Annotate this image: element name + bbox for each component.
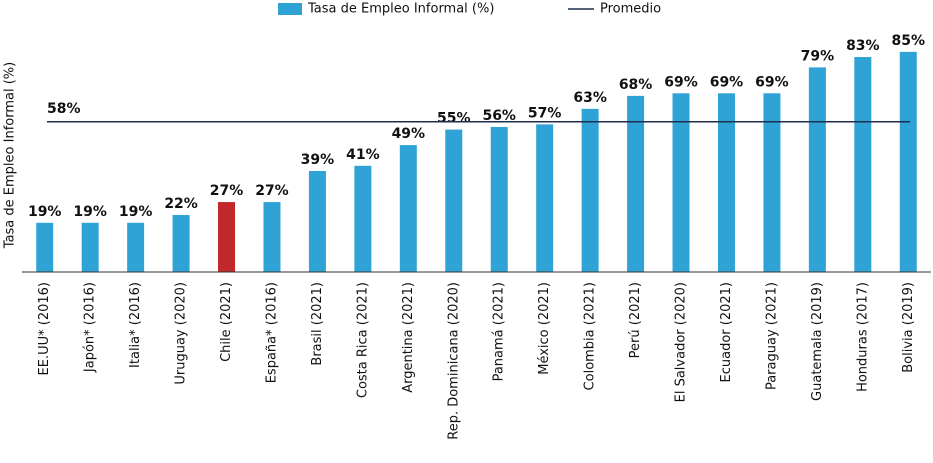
value-label: 27% bbox=[255, 183, 289, 199]
bar bbox=[536, 124, 554, 273]
value-label: 49% bbox=[392, 126, 426, 142]
bar bbox=[899, 51, 917, 272]
bar bbox=[36, 222, 54, 272]
x-tick-label: Japón* (2016) bbox=[83, 282, 98, 373]
value-label: 85% bbox=[892, 33, 926, 49]
bar bbox=[81, 222, 99, 272]
x-tick-label: Perú (2021) bbox=[628, 282, 643, 358]
bar bbox=[490, 126, 508, 273]
x-tick-label: Italia* (2016) bbox=[128, 282, 143, 368]
x-tick-label: Costa Rica (2021) bbox=[355, 282, 370, 398]
bar bbox=[581, 108, 599, 272]
bar bbox=[308, 170, 326, 272]
value-label: 55% bbox=[437, 111, 471, 127]
y-axis-label: Tasa de Empleo Informal (%) bbox=[3, 62, 18, 249]
bar bbox=[354, 165, 372, 272]
x-tick-label: Rep. Dominicana (2020) bbox=[446, 282, 461, 440]
value-label: 19% bbox=[28, 204, 62, 220]
x-tick-label: Ecuador (2021) bbox=[719, 282, 734, 382]
value-label: 27% bbox=[210, 183, 244, 199]
bar bbox=[218, 202, 236, 272]
bar bbox=[127, 222, 145, 272]
x-tick-label: España* (2016) bbox=[264, 282, 279, 383]
value-label: 41% bbox=[346, 147, 380, 163]
x-tick-label: El Salvador (2020) bbox=[674, 282, 689, 402]
x-tick-label: Guatemala (2019) bbox=[810, 282, 825, 401]
bar bbox=[808, 67, 826, 272]
x-tick-label: Honduras (2017) bbox=[855, 282, 870, 392]
bar bbox=[627, 95, 645, 272]
x-tick-label: Chile (2021) bbox=[219, 282, 234, 362]
value-label: 69% bbox=[664, 74, 698, 90]
x-tick-label: Argentina (2021) bbox=[401, 282, 416, 393]
x-tick-label: Paraguay (2021) bbox=[764, 282, 779, 390]
value-label: 63% bbox=[573, 90, 607, 106]
value-label: 57% bbox=[528, 105, 562, 121]
bar bbox=[445, 129, 463, 272]
x-tick-label: Colombia (2021) bbox=[583, 282, 598, 390]
value-label: 69% bbox=[755, 74, 789, 90]
value-label: 56% bbox=[482, 108, 516, 124]
x-tick-label: Bolivia (2019) bbox=[901, 282, 916, 373]
value-label: 79% bbox=[801, 48, 835, 64]
bar bbox=[763, 93, 781, 272]
value-label: 83% bbox=[846, 38, 880, 54]
value-label: 68% bbox=[619, 77, 653, 93]
legend-label: Promedio bbox=[600, 2, 661, 17]
value-label: 39% bbox=[301, 152, 335, 168]
x-tick-label: México (2021) bbox=[537, 282, 552, 375]
legend-label: Tasa de Empleo Informal (%) bbox=[307, 2, 494, 17]
value-label: 19% bbox=[73, 204, 107, 220]
bar bbox=[263, 202, 281, 272]
bar bbox=[717, 93, 735, 272]
value-label: 69% bbox=[710, 74, 744, 90]
average-label: 58% bbox=[47, 101, 81, 117]
bar bbox=[672, 93, 690, 272]
bar bbox=[172, 215, 190, 272]
x-tick-label: Uruguay (2020) bbox=[174, 282, 189, 385]
value-label: 22% bbox=[164, 196, 198, 212]
bar bbox=[399, 145, 417, 272]
value-label: 19% bbox=[119, 204, 153, 220]
legend-swatch bbox=[278, 3, 302, 15]
x-tick-label: Panamá (2021) bbox=[492, 282, 507, 381]
bar bbox=[854, 57, 872, 272]
x-tick-label: EE.UU* (2016) bbox=[37, 282, 52, 375]
x-tick-label: Brasil (2021) bbox=[310, 282, 325, 366]
